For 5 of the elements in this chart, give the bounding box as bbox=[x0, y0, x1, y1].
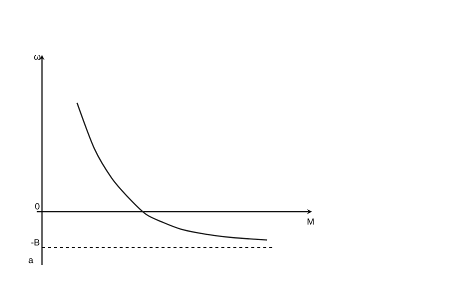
x-axis-title: M bbox=[308, 218, 314, 225]
text: a bbox=[28, 258, 34, 264]
text: ω bbox=[34, 54, 40, 60]
ref-line-label: -B bbox=[31, 239, 40, 246]
ref-line-label: 0 bbox=[35, 203, 40, 210]
